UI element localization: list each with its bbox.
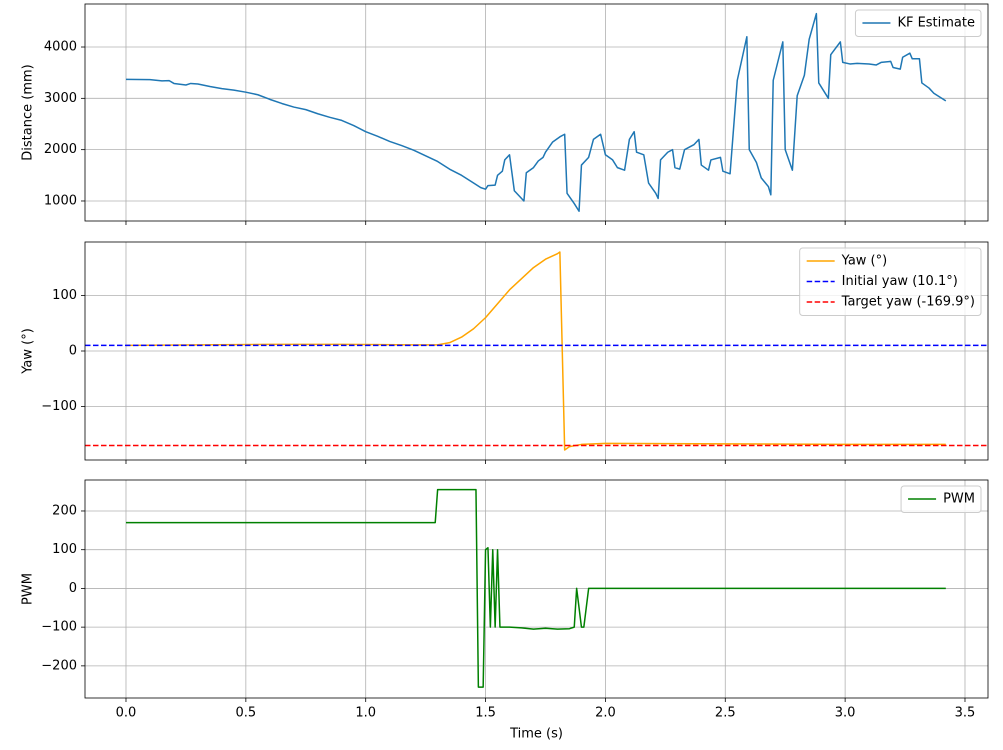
legend-label: Yaw (°)	[841, 254, 888, 269]
y-tick-label: 4000	[44, 40, 77, 55]
axes-frame	[84, 241, 989, 461]
x-tick-label: 3.0	[835, 706, 856, 721]
y-tick-label: 1000	[44, 193, 77, 208]
y-tick-label: −200	[41, 658, 77, 673]
legend-label: PWM	[943, 492, 975, 507]
legend: PWM	[900, 485, 982, 513]
y-axis-label: PWM	[21, 573, 36, 605]
y-tick-label: 0	[69, 344, 77, 359]
y-tick-label: 100	[52, 542, 77, 557]
y-tick-label: 0	[69, 581, 77, 596]
legend-label: Target yaw (-169.9°)	[841, 295, 975, 310]
x-tick-label: 2.5	[715, 706, 736, 721]
y-tick-label: 3000	[44, 91, 77, 106]
x-tick-label: 0.0	[116, 706, 137, 721]
legend-label: Initial yaw (10.1°)	[842, 274, 958, 289]
axes-frame	[84, 479, 989, 699]
y-tick-label: 200	[52, 503, 77, 518]
y-tick-label: 2000	[44, 142, 77, 157]
x-tick-label: 3.5	[955, 706, 976, 721]
data-line	[125, 12, 947, 212]
legend: KF Estimate	[854, 9, 982, 37]
data-line	[125, 488, 946, 688]
legend-box	[854, 9, 982, 37]
axes-frame	[84, 3, 989, 222]
x-tick-label: 0.5	[236, 706, 257, 721]
y-tick-label: −100	[41, 399, 77, 414]
x-axis-label: Time (s)	[509, 727, 563, 742]
x-tick-label: 1.5	[475, 706, 496, 721]
y-axis-label: Distance (mm)	[21, 64, 36, 160]
legend-label: KF Estimate	[897, 16, 975, 31]
legend: Yaw (°) Initial yaw (10.1°) Target yaw (-1…	[799, 247, 982, 316]
x-tick-label: 2.0	[595, 706, 616, 721]
y-tick-label: 100	[52, 288, 77, 303]
x-tick-label: 1.0	[355, 706, 376, 721]
y-axis-label: Yaw (°)	[21, 328, 36, 375]
legend-box	[799, 247, 982, 316]
y-tick-label: −100	[41, 620, 77, 635]
legend-box	[900, 485, 982, 513]
